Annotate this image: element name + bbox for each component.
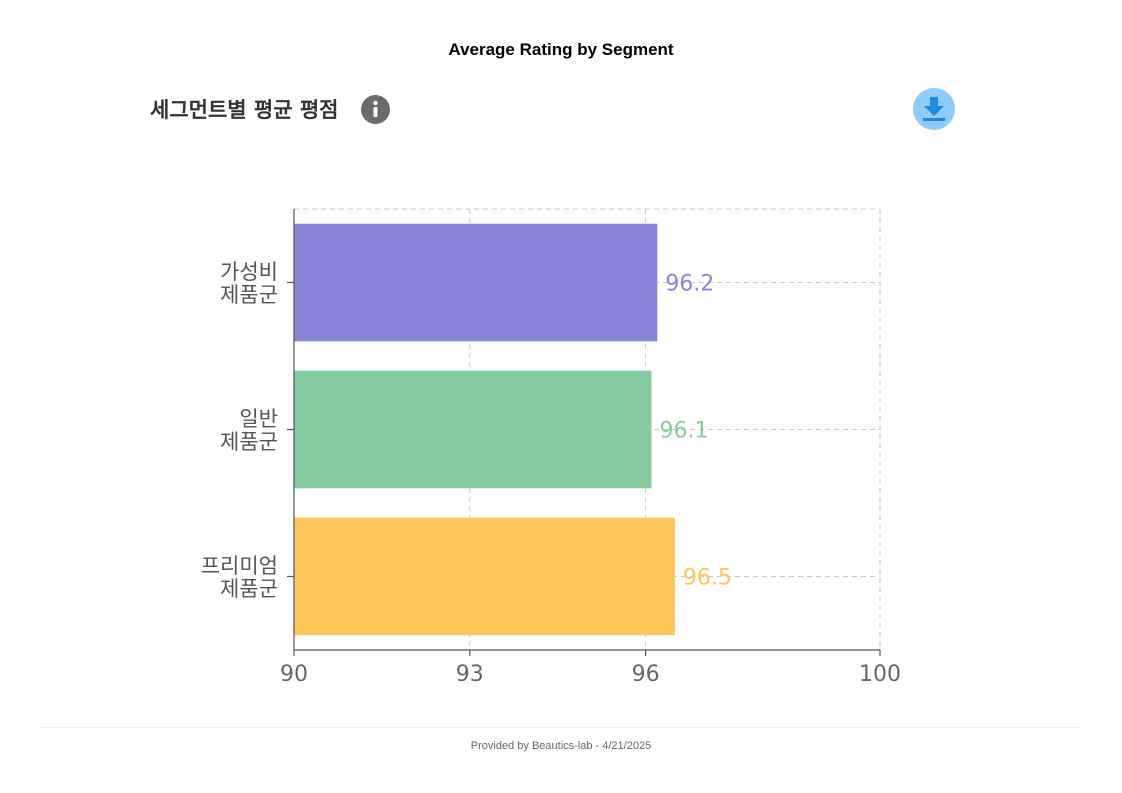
value-label-1: 96.2 bbox=[665, 272, 714, 297]
info-icon[interactable] bbox=[360, 94, 390, 124]
category-label: 제품군 bbox=[220, 577, 278, 601]
bar-3 bbox=[294, 517, 675, 636]
category-label: 제품군 bbox=[220, 430, 278, 454]
x-tick-label: 90 bbox=[280, 662, 308, 687]
page-title: Average Rating by Segment bbox=[448, 40, 674, 59]
category-label: 제품군 bbox=[220, 283, 278, 307]
info-glyph bbox=[372, 100, 378, 117]
download-button[interactable] bbox=[913, 88, 955, 130]
value-label-3: 96.5 bbox=[683, 566, 732, 591]
download-icon bbox=[923, 97, 945, 121]
bar-2 bbox=[294, 370, 652, 489]
x-tick-label: 96 bbox=[632, 662, 660, 687]
chart-title: 세그먼트별 평균 평점 bbox=[150, 98, 339, 122]
category-label: 일반 bbox=[239, 407, 278, 431]
chart-header: 세그먼트별 평균 평점 bbox=[150, 92, 390, 126]
value-label-2: 96.1 bbox=[659, 419, 708, 444]
x-tick-label: 93 bbox=[456, 662, 484, 687]
x-tick-label: 100 bbox=[859, 662, 901, 687]
footer-credit: Provided by Beautics-lab - 4/21/2025 bbox=[470, 740, 652, 752]
category-label: 가성비 bbox=[220, 260, 278, 284]
footer-divider bbox=[40, 727, 1082, 728]
bar-1 bbox=[294, 223, 658, 342]
category-label: 프리미엄 bbox=[201, 554, 278, 578]
